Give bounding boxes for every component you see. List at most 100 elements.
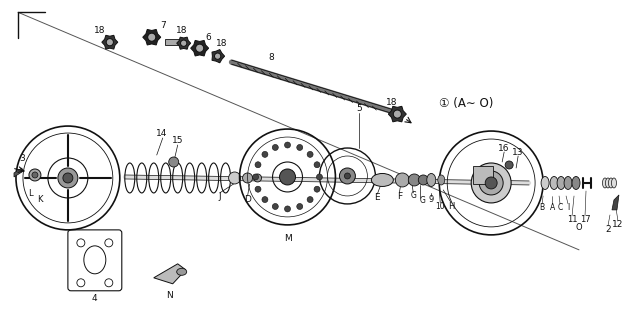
Polygon shape (14, 168, 22, 177)
Text: A: A (549, 204, 554, 212)
Circle shape (505, 161, 513, 169)
Circle shape (29, 169, 41, 181)
Circle shape (262, 151, 268, 157)
Circle shape (479, 171, 503, 195)
Ellipse shape (611, 178, 617, 188)
Text: K: K (37, 196, 43, 204)
Polygon shape (388, 106, 406, 122)
Circle shape (272, 204, 278, 210)
Text: 11: 11 (567, 215, 578, 224)
Circle shape (169, 157, 179, 167)
Text: L: L (27, 189, 32, 198)
Circle shape (297, 144, 303, 150)
Circle shape (106, 39, 113, 46)
Circle shape (280, 169, 295, 185)
Circle shape (285, 206, 290, 212)
Circle shape (307, 151, 313, 157)
Circle shape (345, 173, 350, 179)
Text: N: N (166, 291, 173, 300)
Polygon shape (143, 29, 161, 45)
Polygon shape (102, 35, 118, 49)
Ellipse shape (572, 176, 580, 189)
Text: 17: 17 (579, 215, 591, 224)
Ellipse shape (438, 175, 445, 185)
Text: 16: 16 (498, 144, 510, 153)
Circle shape (255, 162, 261, 168)
Text: 14: 14 (156, 129, 168, 138)
Circle shape (471, 163, 511, 203)
Circle shape (272, 144, 278, 150)
Polygon shape (612, 195, 619, 210)
Text: 18: 18 (386, 98, 397, 107)
Circle shape (255, 186, 261, 192)
Circle shape (393, 110, 401, 118)
Circle shape (262, 196, 268, 203)
Circle shape (285, 142, 290, 148)
Text: G: G (411, 191, 416, 200)
Circle shape (314, 162, 320, 168)
Circle shape (181, 40, 187, 46)
Text: E: E (374, 193, 380, 203)
Text: ① (A∼ O): ① (A∼ O) (439, 97, 493, 109)
Polygon shape (212, 50, 225, 63)
Circle shape (32, 172, 38, 178)
Circle shape (252, 174, 259, 180)
Text: H: H (448, 203, 454, 212)
Text: 8: 8 (269, 53, 274, 62)
Text: G: G (419, 196, 426, 205)
Bar (164, 39, 179, 45)
Text: 13: 13 (512, 148, 524, 156)
Text: 3: 3 (19, 154, 25, 163)
Text: M: M (283, 234, 292, 244)
Circle shape (297, 204, 303, 210)
Text: 15: 15 (172, 136, 183, 145)
Text: 9: 9 (429, 196, 434, 204)
Ellipse shape (177, 268, 187, 275)
Text: 12: 12 (612, 220, 623, 229)
Circle shape (485, 177, 497, 189)
Text: 18: 18 (216, 39, 227, 48)
Ellipse shape (564, 176, 572, 189)
Text: 6: 6 (206, 33, 212, 42)
Polygon shape (177, 37, 191, 49)
Circle shape (307, 196, 313, 203)
Ellipse shape (557, 176, 565, 189)
Polygon shape (191, 40, 209, 56)
Circle shape (214, 53, 221, 59)
Text: I: I (567, 204, 569, 212)
Text: C: C (558, 204, 563, 212)
Polygon shape (154, 264, 186, 284)
Ellipse shape (609, 178, 614, 188)
Ellipse shape (550, 176, 558, 189)
Circle shape (254, 174, 262, 182)
Ellipse shape (371, 173, 393, 187)
Circle shape (396, 173, 409, 187)
Circle shape (229, 172, 240, 184)
Ellipse shape (541, 176, 549, 189)
Text: O: O (576, 223, 583, 232)
Circle shape (408, 174, 421, 186)
Text: D: D (244, 196, 251, 204)
Text: 18: 18 (176, 26, 188, 35)
Circle shape (340, 168, 355, 184)
Bar (473, 166, 493, 184)
Circle shape (58, 168, 78, 188)
Text: 7: 7 (160, 21, 166, 30)
Circle shape (148, 33, 156, 41)
Text: B: B (540, 204, 545, 212)
Text: F: F (397, 192, 402, 201)
Ellipse shape (427, 173, 435, 187)
Text: J: J (218, 192, 221, 201)
Circle shape (314, 186, 320, 192)
Ellipse shape (606, 178, 611, 188)
Text: 5: 5 (356, 104, 362, 113)
Text: 2: 2 (605, 225, 611, 234)
Circle shape (316, 174, 323, 180)
Ellipse shape (602, 178, 607, 188)
Text: 4: 4 (92, 294, 98, 303)
Circle shape (418, 175, 428, 185)
Circle shape (196, 44, 204, 52)
Circle shape (63, 173, 73, 183)
Text: 18: 18 (94, 26, 105, 35)
Text: 10: 10 (435, 203, 445, 212)
